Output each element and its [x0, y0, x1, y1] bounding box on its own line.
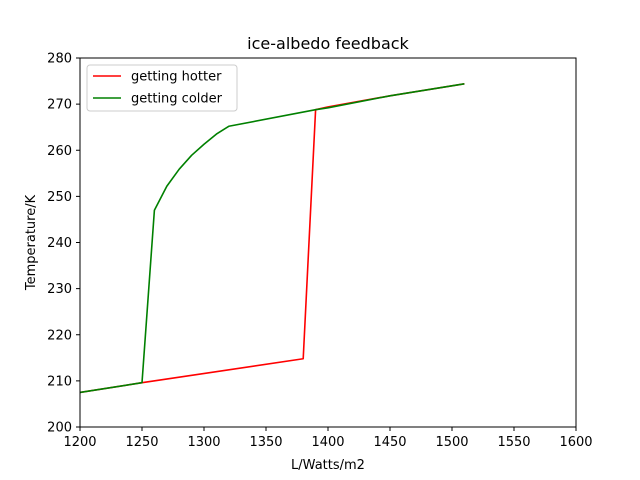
y-tick-label: 200: [47, 421, 72, 436]
y-tick-label: 250: [47, 190, 72, 205]
x-tick-label: 1250: [125, 435, 158, 450]
y-tick-label: 230: [47, 282, 72, 297]
y-axis: 200 210 220 230 240 250 260 270 280: [47, 52, 80, 436]
x-tick-label: 1600: [559, 435, 592, 450]
x-tick-label: 1400: [311, 435, 344, 450]
legend-label-2: getting colder: [131, 92, 223, 107]
x-tick-label: 1550: [497, 435, 530, 450]
x-tick-label: 1350: [249, 435, 282, 450]
chart-title: ice-albedo feedback: [247, 34, 409, 53]
x-tick-label: 1500: [435, 435, 468, 450]
y-tick-label: 210: [47, 374, 72, 389]
y-tick-label: 220: [47, 328, 72, 343]
y-tick-label: 240: [47, 236, 72, 251]
series-line-2: [79, 83, 465, 394]
x-tick-label: 1300: [187, 435, 220, 450]
x-tick-label: 1450: [373, 435, 406, 450]
x-axis: 1200 1250 1300 1350 1400 1450 1500 1550 1600: [63, 427, 593, 450]
y-tick-label: 280: [47, 52, 72, 67]
legend-label-1: getting hotter: [131, 70, 222, 85]
y-tick-label: 270: [47, 98, 72, 113]
plot-lines: [79, 83, 465, 394]
y-tick-label: 260: [47, 144, 72, 159]
x-tick-label: 1200: [63, 435, 96, 450]
legend-box: [86, 64, 238, 112]
x-axis-label: L/Watts/m2: [291, 458, 365, 473]
y-axis-label: Temperature/K: [24, 194, 39, 291]
legend: getting hotter getting colder: [86, 64, 238, 112]
